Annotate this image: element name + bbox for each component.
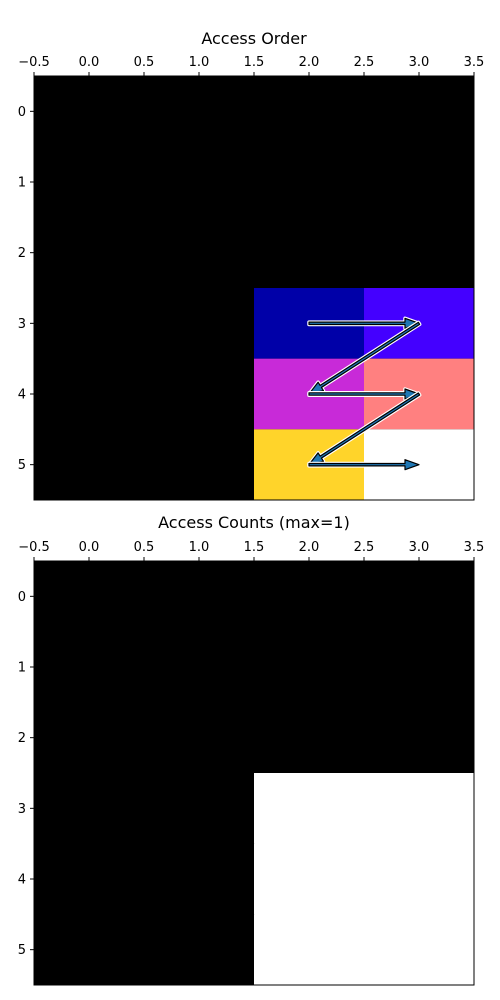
access-counts-y-tick-label: 2 (18, 731, 26, 746)
access-order-y-tick-label: 2 (18, 246, 26, 261)
access-counts-title: Access Counts (max=1) (158, 513, 350, 532)
access-counts-cell (254, 843, 365, 915)
access-counts-y-tick-label: 0 (18, 590, 26, 605)
access-counts-y-tick-label: 5 (18, 943, 26, 958)
access-order-x-tick-label: 0.5 (134, 55, 155, 70)
access-counts-cells (34, 561, 475, 986)
access-order-x-tick-label: 1.5 (244, 55, 265, 70)
access-order-title: Access Order (201, 29, 307, 48)
access-counts-x-tick-label: 1.0 (189, 540, 210, 555)
access-order-y-tick-label: 3 (18, 317, 26, 332)
access-order-x-tick-label: 0.0 (79, 55, 100, 70)
access-counts-cell (144, 843, 255, 915)
access-counts-panel: Access Counts (max=1) −0.5 0.0 0.5 1.0 1.5 2.… (18, 513, 485, 986)
access-order-arrow (307, 387, 421, 401)
access-counts-cell (34, 561, 145, 633)
access-counts-cell (364, 702, 475, 774)
access-counts-cell (254, 773, 365, 845)
access-counts-cell (144, 561, 255, 633)
access-counts-x-tick-label: 2.0 (299, 540, 320, 555)
access-counts-cell (364, 914, 475, 986)
access-counts-cell (254, 914, 365, 986)
access-order-x-tick-label: 2.0 (299, 55, 320, 70)
access-order-y-tick-label: 5 (18, 458, 26, 473)
access-counts-x-tick-label: 3.5 (464, 540, 485, 555)
access-order-x-tick-label: −0.5 (18, 55, 50, 70)
access-counts-cell (144, 914, 255, 986)
access-counts-cell (34, 773, 145, 845)
access-counts-x-tick-label: 2.5 (354, 540, 375, 555)
access-counts-x-tick-label: 3.0 (409, 540, 430, 555)
access-counts-y-tick-label: 3 (18, 802, 26, 817)
access-counts-y-tick-label: 4 (18, 873, 26, 888)
access-order-y-tick-label: 4 (18, 388, 26, 403)
access-order-frame (33, 75, 475, 501)
access-counts-cell (34, 631, 145, 703)
access-order-arrows (307, 316, 422, 472)
access-counts-axes: −0.5 0.0 0.5 1.0 1.5 2.0 2.5 3.0 3.5 0 1 2 3 4 5 (18, 540, 485, 986)
access-counts-x-tick-label: 0.0 (79, 540, 100, 555)
access-counts-cell (34, 843, 145, 915)
access-counts-cell (34, 702, 145, 774)
access-order-arrow (307, 316, 421, 331)
access-order-cells (34, 76, 474, 500)
access-order-x-tick-label: 1.0 (189, 55, 210, 70)
access-order-panel: Access Order −0.5 0.0 0.5 1.0 1.5 2.0 2.5 3.0 3.… (18, 29, 485, 501)
access-counts-cell (254, 702, 365, 774)
access-counts-cell (364, 631, 475, 703)
access-order-arrow (307, 457, 421, 472)
access-order-x-tick-label: 2.5 (354, 55, 375, 70)
access-counts-cell (34, 914, 145, 986)
access-counts-y-tick-label: 1 (18, 661, 26, 676)
access-counts-cell (254, 631, 365, 703)
access-counts-cell (364, 773, 475, 845)
access-counts-x-tick-label: −0.5 (18, 540, 50, 555)
access-counts-x-tick-label: 1.5 (244, 540, 265, 555)
access-counts-frame (33, 560, 475, 986)
access-order-y-tick-label: 1 (18, 176, 26, 191)
access-counts-cell (144, 631, 255, 703)
access-counts-cell (364, 843, 475, 915)
access-order-axes: −0.5 0.0 0.5 1.0 1.5 2.0 2.5 3.0 3.5 0 1 2 3 4 5 (18, 55, 485, 501)
access-counts-x-tick-label: 0.5 (134, 540, 155, 555)
access-counts-cell (364, 561, 475, 633)
access-counts-cell (254, 561, 365, 633)
access-order-x-tick-label: 3.5 (464, 55, 485, 70)
access-order-y-tick-label: 0 (18, 105, 26, 120)
access-order-x-tick-label: 3.0 (409, 55, 430, 70)
access-counts-cell (144, 773, 255, 845)
access-counts-cell (144, 702, 255, 774)
